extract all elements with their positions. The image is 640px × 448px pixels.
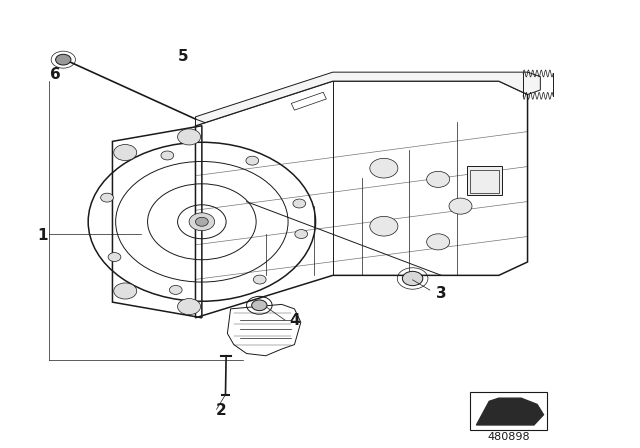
Circle shape: [195, 217, 208, 226]
Circle shape: [100, 193, 113, 202]
Text: 4: 4: [289, 313, 300, 327]
Circle shape: [370, 158, 398, 178]
Circle shape: [253, 275, 266, 284]
Circle shape: [114, 283, 137, 299]
Circle shape: [370, 216, 398, 236]
Circle shape: [177, 129, 200, 145]
Circle shape: [114, 145, 137, 160]
Circle shape: [189, 213, 214, 231]
Bar: [467, 166, 502, 195]
Circle shape: [449, 198, 472, 214]
Circle shape: [177, 298, 200, 314]
Polygon shape: [195, 72, 540, 126]
Circle shape: [293, 199, 306, 208]
Circle shape: [403, 271, 423, 286]
Text: 5: 5: [177, 49, 188, 64]
Circle shape: [161, 151, 173, 160]
Text: 6: 6: [50, 67, 60, 82]
Circle shape: [427, 171, 450, 187]
Text: 2: 2: [216, 403, 227, 418]
Circle shape: [108, 253, 121, 262]
Polygon shape: [476, 398, 543, 425]
Text: 3: 3: [436, 286, 447, 301]
Text: 480898: 480898: [487, 432, 530, 442]
Bar: [470, 170, 499, 193]
Circle shape: [295, 229, 308, 238]
Circle shape: [246, 156, 259, 165]
Circle shape: [427, 234, 450, 250]
Circle shape: [56, 54, 71, 65]
Circle shape: [170, 285, 182, 294]
Bar: [470, 392, 547, 431]
Circle shape: [252, 300, 267, 310]
Text: 1: 1: [37, 228, 47, 243]
